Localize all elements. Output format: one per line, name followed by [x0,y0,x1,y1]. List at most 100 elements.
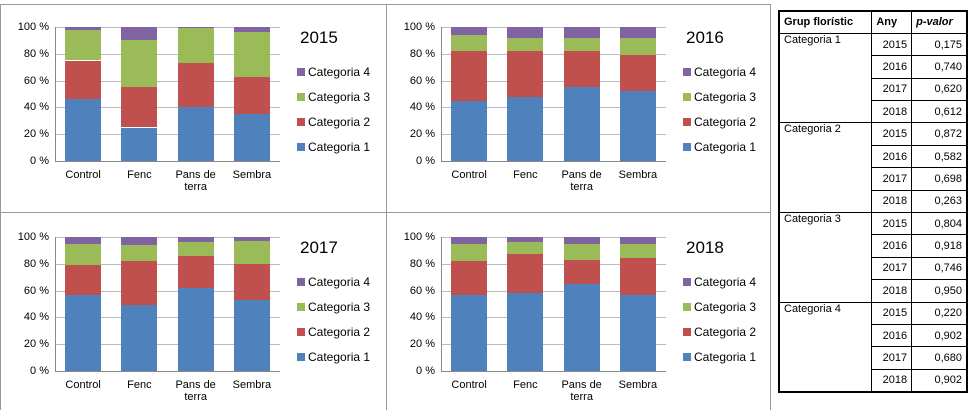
table-cell: Categoria 3 [778,212,873,303]
table-cell: 0,612 [911,100,968,124]
table-cell: 0,698 [911,167,968,191]
grid-line [441,237,666,238]
table-row: Categoria 2 2015 0,872 [778,122,968,214]
y-tick-label: 60 % [23,74,49,87]
legend-label: Categoria 1 [694,350,757,364]
bar-segment [563,259,600,284]
y-tick-label: 100 % [403,231,435,243]
bar-segment [121,27,158,41]
table-row: 2018 0,950 [779,279,968,303]
bar-segment [177,28,214,64]
legend-label: Categoria 1 [308,140,371,154]
table-row: 2017 0,698 [779,167,968,191]
bar-segment [451,243,488,262]
y-axis [441,27,442,161]
grid-line [441,134,666,136]
grid-line [441,263,666,265]
y-tick-label: 80 % [409,257,435,270]
bar-segment [233,299,270,371]
y-tick-label: 20 % [409,128,435,141]
bar-segment [233,114,270,161]
bar-segment [65,237,102,244]
table-row: 2018 0,263 [779,189,968,214]
x-tick-label: Sembra [618,169,658,181]
bar-segment [121,305,158,371]
y-tick-label: 0 % [30,365,49,377]
y-axis [55,237,56,371]
bar-segment [563,243,600,260]
y-axis [441,237,442,371]
table-cell: 2018 [871,189,913,214]
grid-line [55,344,280,346]
table-row: 2018 0,902 [779,368,968,393]
x-tick-label: Pans de terra [175,379,216,403]
bar-segment [65,243,102,266]
table-cell: Categoria 4 [778,301,873,393]
legend-label: Categoria 1 [694,140,757,154]
table-cell: 0,746 [911,256,968,281]
x-tick-label: Fenc [513,169,538,181]
y-tick-label: 20 % [23,338,49,351]
legend-swatch [683,278,691,286]
grid-line [441,53,666,55]
legend-label: Categoria 4 [694,65,757,79]
bar-segment [65,99,102,161]
table-row: 2016 0,902 [779,323,968,348]
y-tick-label: 100 % [17,231,49,243]
table-cell: 2016 [871,323,913,348]
legend-label: Categoria 3 [694,300,757,314]
grid-line [441,317,666,319]
grid-line [441,107,666,109]
grid-line [441,371,666,372]
bar-segment [177,287,214,371]
table-row: Categoria 4 2015 0,220 [778,301,968,393]
bar-segment [619,37,656,56]
y-tick-label: 0 % [416,365,435,377]
legend-swatch [683,68,691,76]
table-cell: 0,804 [911,212,968,236]
bar-segment [507,37,544,52]
bar-segment [177,237,214,243]
table-cell: 0,902 [911,323,968,348]
bar-segment [451,294,488,371]
table-cell: Categoria 2 [778,122,873,214]
legend-swatch [683,353,691,361]
legend-swatch [683,328,691,336]
bar-segment [563,283,600,371]
y-tick-label: 0 % [416,155,435,167]
table-cell: 2015 [871,301,913,325]
legend-swatch [297,143,305,151]
table-row: Categoria 3 2015 0,804 [778,212,968,303]
chart-title: 2017 [300,238,338,257]
x-tick-label: Control [65,379,101,391]
bar-segment [563,37,600,52]
grid-line [55,107,280,109]
bar-segment [177,242,214,256]
bar-segment [451,35,488,52]
table-cell: 2015 [871,122,913,146]
legend-swatch [297,278,305,286]
table-cell: 2016 [871,234,913,258]
table-cell: 2016 [871,144,913,169]
bar-segment [507,96,544,161]
x-tick-label: Control [65,169,101,181]
y-tick-label: 20 % [409,338,435,351]
table-row: 2017 0,680 [779,346,968,370]
bar-segment [233,27,270,33]
bar-segment [619,27,656,38]
y-tick-label: 40 % [409,311,435,324]
table-cell: 2016 [871,55,913,79]
bar-segment [619,91,656,161]
y-tick-label: 60 % [23,284,49,297]
table-row: 2016 0,740 [779,55,968,79]
table-cell: Any [871,10,913,34]
y-tick-label: 40 % [409,101,435,114]
bar-segment [451,100,488,161]
legend-label: Categoria 1 [308,350,371,364]
table-row: 2016 0,918 [779,234,968,258]
x-tick-label: Pans de terra [561,169,602,193]
y-tick-label: 60 % [409,74,435,87]
table-cell: 2018 [871,368,913,393]
bar-segment [233,263,270,300]
